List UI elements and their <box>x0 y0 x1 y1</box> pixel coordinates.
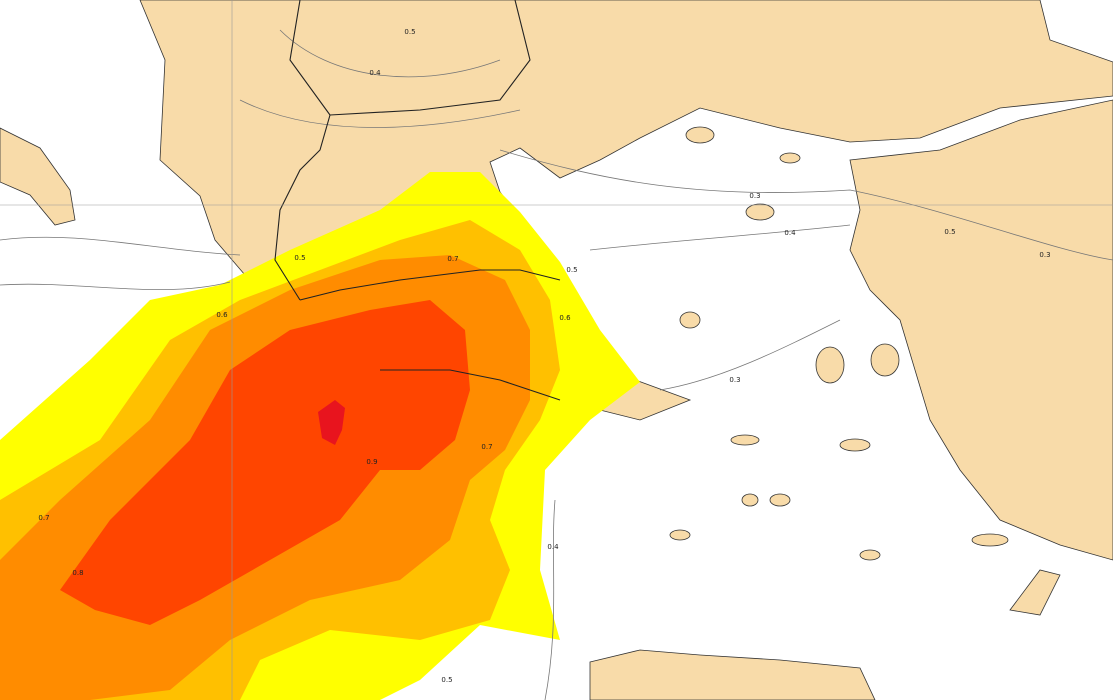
border <box>274 0 331 301</box>
island <box>679 311 701 329</box>
band-redorange <box>60 300 470 625</box>
isoline <box>279 29 501 78</box>
turkey <box>849 99 1113 561</box>
contour-label: 0.5 <box>441 676 452 684</box>
contour-label: 0.3 <box>1039 251 1050 259</box>
thickness-fill <box>0 172 640 700</box>
isoline <box>544 499 556 700</box>
isoline <box>499 149 1113 261</box>
contour-label: 0.3 <box>749 192 760 200</box>
contour-label: 0.4 <box>547 543 559 551</box>
island <box>769 493 791 507</box>
island <box>730 434 760 446</box>
isoline <box>0 281 231 291</box>
contour-label: 0.9 <box>366 458 377 466</box>
island <box>685 126 715 144</box>
contour-label: 0.4 <box>784 229 796 237</box>
isolines <box>0 29 1113 700</box>
border <box>299 269 561 301</box>
contour-label: 0.5 <box>944 228 955 236</box>
contour-label: 0.7 <box>481 443 492 451</box>
island <box>745 203 775 221</box>
island <box>669 529 691 541</box>
border <box>380 369 561 401</box>
contour-label: 0.6 <box>216 311 228 319</box>
contour-label: 0.5 <box>294 254 305 262</box>
contour-label: 0.5 <box>404 28 415 36</box>
band-red <box>318 400 345 445</box>
italy-heel <box>0 127 76 226</box>
isoline <box>659 319 841 391</box>
island <box>870 343 900 377</box>
island <box>815 346 845 384</box>
borders <box>274 0 561 401</box>
contour-label: 0.3 <box>729 376 740 384</box>
rhodes <box>1009 569 1061 616</box>
isoline <box>239 99 521 128</box>
contour-label: 0.5 <box>566 266 577 274</box>
contour-label: 0.7 <box>38 514 49 522</box>
island <box>779 152 801 164</box>
isoline <box>0 236 241 256</box>
contour-label: 0.8 <box>72 569 83 577</box>
island <box>741 493 759 507</box>
contour-labels: 0.5 0.4 0.3 0.4 0.5 0.3 0.5 0.7 0.5 0.6 0.6 0.3 0.9 0… <box>38 28 1050 684</box>
island <box>839 438 871 452</box>
contour-label: 0.4 <box>369 69 381 77</box>
contour-label: 0.7 <box>447 255 458 263</box>
island <box>859 549 881 561</box>
contour-label: 0.6 <box>559 314 571 322</box>
crete <box>589 649 876 700</box>
isoline <box>589 224 851 251</box>
border <box>329 0 531 116</box>
island <box>971 533 1009 547</box>
